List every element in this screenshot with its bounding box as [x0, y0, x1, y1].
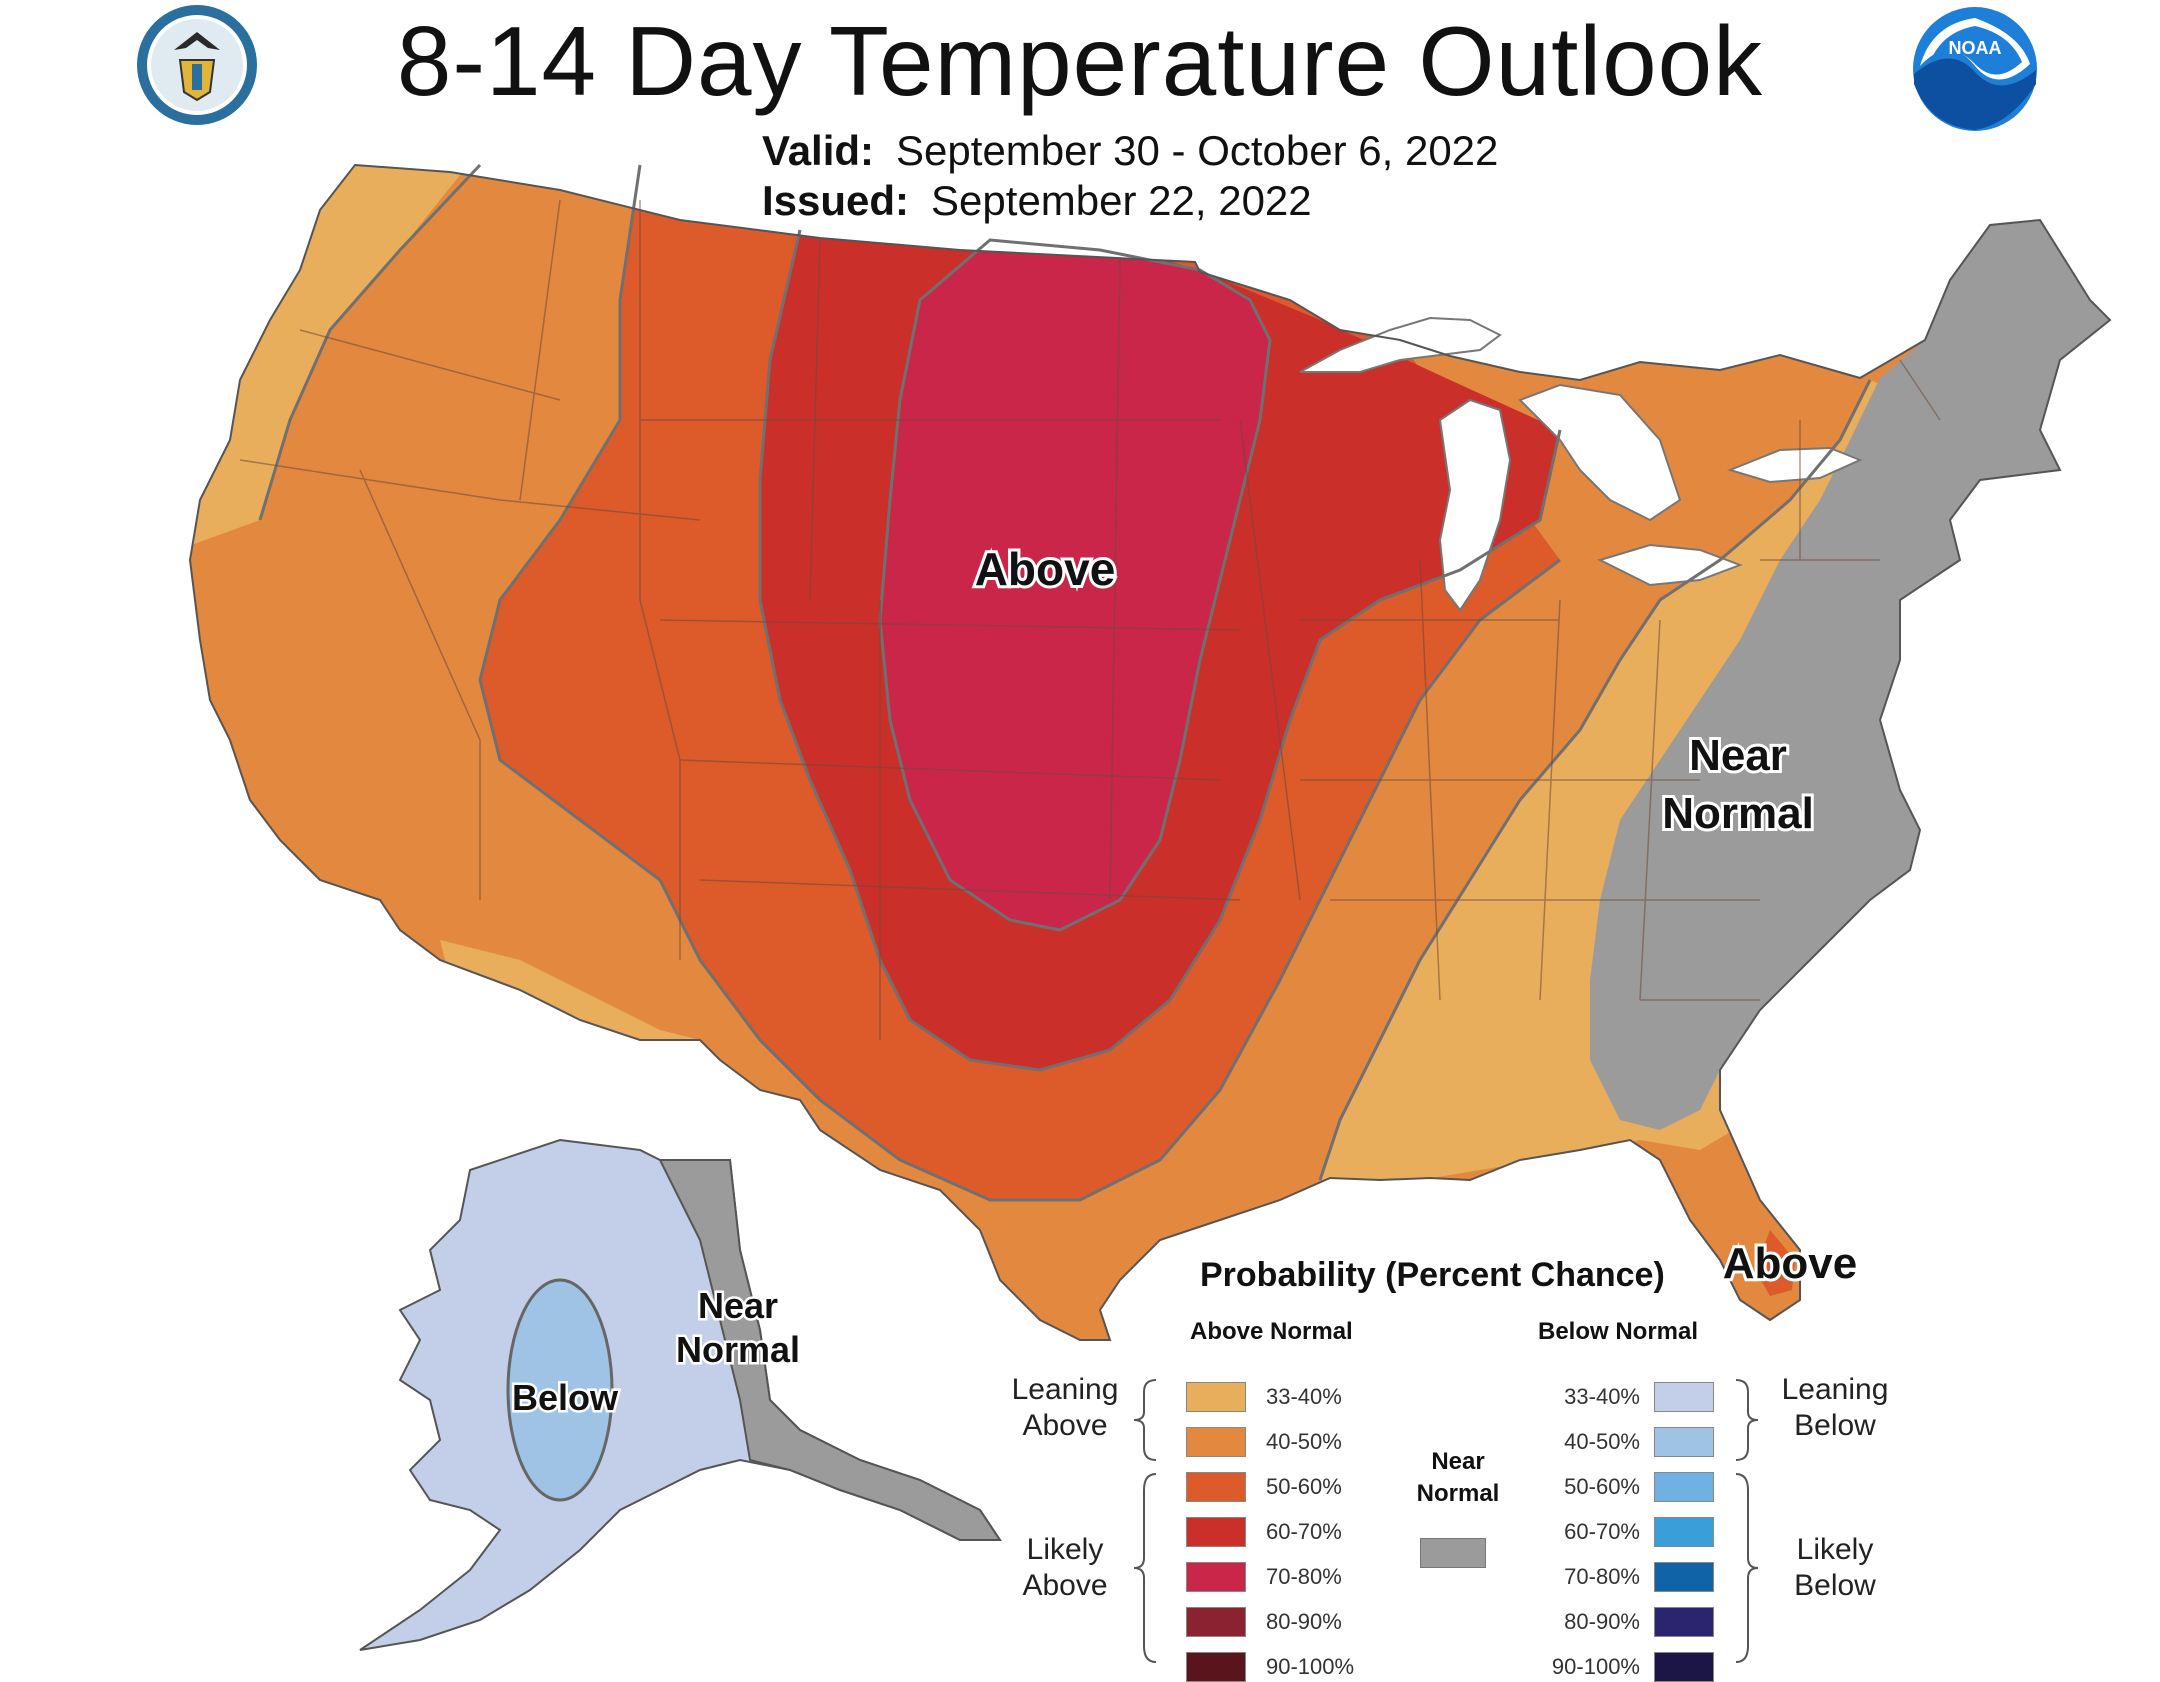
legend-below-label: 33-40% — [1564, 1384, 1640, 1409]
legend-likely-below-line1: Likely — [1796, 1533, 1874, 1566]
commerce-seal-icon — [137, 5, 257, 125]
legend-leaning-below-line2: Below — [1794, 1409, 1876, 1442]
valid-label: Valid: — [762, 127, 875, 174]
legend-above-label: 90-100% — [1266, 1654, 1355, 1679]
legend-below-swatch — [1654, 1562, 1714, 1592]
legend-likely-above-line1: Likely — [1026, 1533, 1104, 1566]
outlook-map: Above Near Normal Above Below Near Norma… — [188, 163, 2112, 1651]
legend-near-normal-line2: Normal — [1416, 1480, 1500, 1507]
alaska — [359, 1138, 1002, 1651]
legend-below-swatch — [1654, 1517, 1714, 1547]
alaska-below-40-50 — [506, 1278, 614, 1502]
legend-below-label: 40-50% — [1564, 1429, 1640, 1454]
legend-leaning-below: Leaning Below — [1770, 1372, 1900, 1444]
legend-near-normal-line1: Near — [1431, 1448, 1485, 1475]
legend-above-label: 33-40% — [1266, 1384, 1342, 1409]
legend-likely-above: Likely Above — [1000, 1532, 1130, 1604]
contours — [258, 163, 1872, 1202]
legend-likely-below-line2: Below — [1794, 1569, 1876, 1602]
noaa-logo-text: NOAA — [1949, 38, 2002, 58]
legend-above-label: 80-90% — [1266, 1609, 1342, 1634]
issued-date: Issued: September 22, 2022 — [762, 176, 1312, 226]
zone-70-80 — [880, 240, 1270, 930]
legend-likely-above-line2: Above — [1022, 1569, 1108, 1602]
brace-leaning-below — [1735, 1379, 1759, 1461]
legend: Probability (Percent Chance) Above Norma… — [990, 1256, 2030, 1682]
conus-outline — [188, 163, 2112, 1341]
brace-likely-above — [1133, 1473, 1157, 1663]
legend-below-swatch — [1654, 1427, 1714, 1457]
legend-near-normal-swatch — [1420, 1538, 1486, 1568]
label-alaska-near-2: Normal — [676, 1329, 800, 1370]
conus-shading — [190, 165, 2110, 1340]
great-lakes — [1299, 316, 1863, 612]
legend-below-swatch — [1654, 1607, 1714, 1637]
legend-above-swatch — [1186, 1652, 1246, 1682]
legend-above-header: Above Normal — [1190, 1318, 1353, 1345]
label-above-central: Above — [975, 543, 1116, 595]
legend-leaning-above-line2: Above — [1022, 1409, 1108, 1442]
alaska-near-normal — [658, 1159, 1002, 1541]
legend-below-label: 90-100% — [1551, 1654, 1640, 1679]
legend-leaning-above-line1: Leaning — [1011, 1373, 1119, 1406]
legend-above-swatch — [1186, 1427, 1246, 1457]
legend-below-label: 60-70% — [1564, 1519, 1640, 1544]
state-borders — [239, 199, 1941, 1040]
legend-leaning-below-line1: Leaning — [1781, 1373, 1889, 1406]
issued-value: September 22, 2022 — [931, 177, 1312, 224]
legend-likely-below: Likely Below — [1770, 1532, 1900, 1604]
valid-value: September 30 - October 6, 2022 — [896, 127, 1499, 174]
legend-below-header: Below Normal — [1538, 1318, 1699, 1345]
legend-title: Probability (Percent Chance) — [1200, 1256, 1665, 1294]
legend-below-label: 80-90% — [1564, 1609, 1640, 1634]
label-near-east-2: Normal — [1662, 789, 1814, 838]
valid-dates: Valid: September 30 - October 6, 2022 — [762, 126, 1498, 176]
noaa-logo-icon: NOAA — [1913, 7, 2037, 131]
legend-above-swatch — [1186, 1472, 1246, 1502]
legend-above-label: 60-70% — [1266, 1519, 1342, 1544]
zone-florida-50-60 — [1755, 1230, 1795, 1296]
legend-leaning-above: Leaning Above — [1000, 1372, 1130, 1444]
legend-above-swatch — [1186, 1607, 1246, 1637]
legend-above-label: 40-50% — [1266, 1429, 1342, 1454]
legend-above-swatch — [1186, 1562, 1246, 1592]
legend-below-label: 50-60% — [1564, 1474, 1640, 1499]
label-alaska-near-1: Near — [698, 1285, 778, 1326]
legend-above-swatch — [1186, 1382, 1246, 1412]
legend-above-label: 70-80% — [1266, 1564, 1342, 1589]
legend-below-swatch — [1654, 1382, 1714, 1412]
legend-above-label: 50-60% — [1266, 1474, 1342, 1499]
legend-below-swatch — [1654, 1472, 1714, 1502]
legend-below-label: 70-80% — [1564, 1564, 1640, 1589]
label-above-florida: Above — [1723, 1239, 1857, 1288]
zone-near-normal-east — [1590, 220, 2110, 1130]
legend-below-swatch — [1654, 1652, 1714, 1682]
alaska-land-below — [359, 1138, 1002, 1651]
legend-above-swatch — [1186, 1517, 1246, 1547]
legend-near-normal: Near Normal — [1408, 1446, 1508, 1510]
brace-likely-below — [1735, 1473, 1759, 1663]
brace-leaning-above — [1133, 1379, 1157, 1461]
issued-label: Issued: — [762, 177, 910, 224]
label-near-east-1: Near — [1689, 731, 1787, 780]
page-title: 8-14 Day Temperature Outlook — [396, 6, 1764, 116]
label-alaska-below: Below — [512, 1377, 619, 1418]
